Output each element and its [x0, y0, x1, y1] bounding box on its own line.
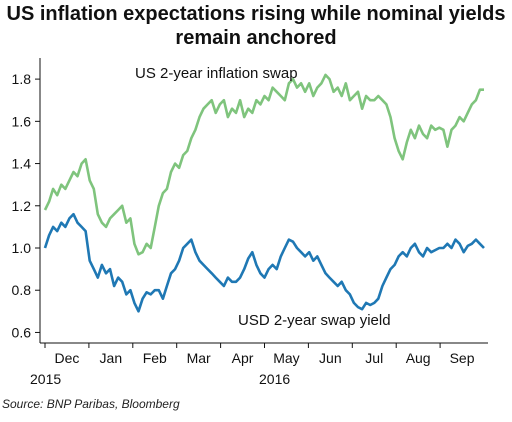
- y-tick-label: 1.8: [12, 71, 32, 87]
- year-label-2016: 2016: [259, 371, 290, 387]
- y-tick-label: 0.6: [12, 324, 32, 340]
- y-tick-label: 1.0: [12, 240, 32, 256]
- x-tick-label: Apr: [232, 350, 254, 366]
- series-lines: [43, 73, 485, 313]
- x-tick-label: Feb: [143, 350, 167, 366]
- swap-yield-line: [43, 212, 485, 313]
- x-tick-label: Sep: [450, 350, 475, 366]
- year-label-2015: 2015: [30, 371, 61, 387]
- source-note: Source: BNP Paribas, Bloomberg: [2, 397, 180, 411]
- y-axis-ticks: 0.6 0.8 1.0 1.2 1.4 1.6 1.8: [12, 71, 40, 340]
- x-axis-ticks: Dec Jan Feb Mar Apr May Jun Jul Aug Sep: [44, 343, 475, 366]
- swap-yield-label: USD 2-year swap yield: [238, 312, 391, 329]
- x-tick-label: Mar: [187, 350, 211, 366]
- chart-title: US inflation expectations rising while n…: [6, 3, 506, 49]
- x-tick-label: Jul: [365, 350, 383, 366]
- inflation-swap-line: [43, 73, 484, 256]
- y-tick-label: 1.4: [12, 156, 32, 172]
- x-tick-label: Aug: [406, 350, 431, 366]
- y-tick-label: 0.8: [12, 282, 32, 298]
- x-tick-label: Jun: [319, 350, 342, 366]
- y-tick-label: 1.6: [12, 113, 32, 129]
- x-tick-label: May: [273, 350, 299, 366]
- x-tick-label: Jan: [100, 350, 123, 366]
- inflation-swap-label: US 2-year inflation swap: [135, 65, 298, 82]
- y-tick-label: 1.2: [12, 198, 32, 214]
- x-tick-label: Dec: [54, 350, 79, 366]
